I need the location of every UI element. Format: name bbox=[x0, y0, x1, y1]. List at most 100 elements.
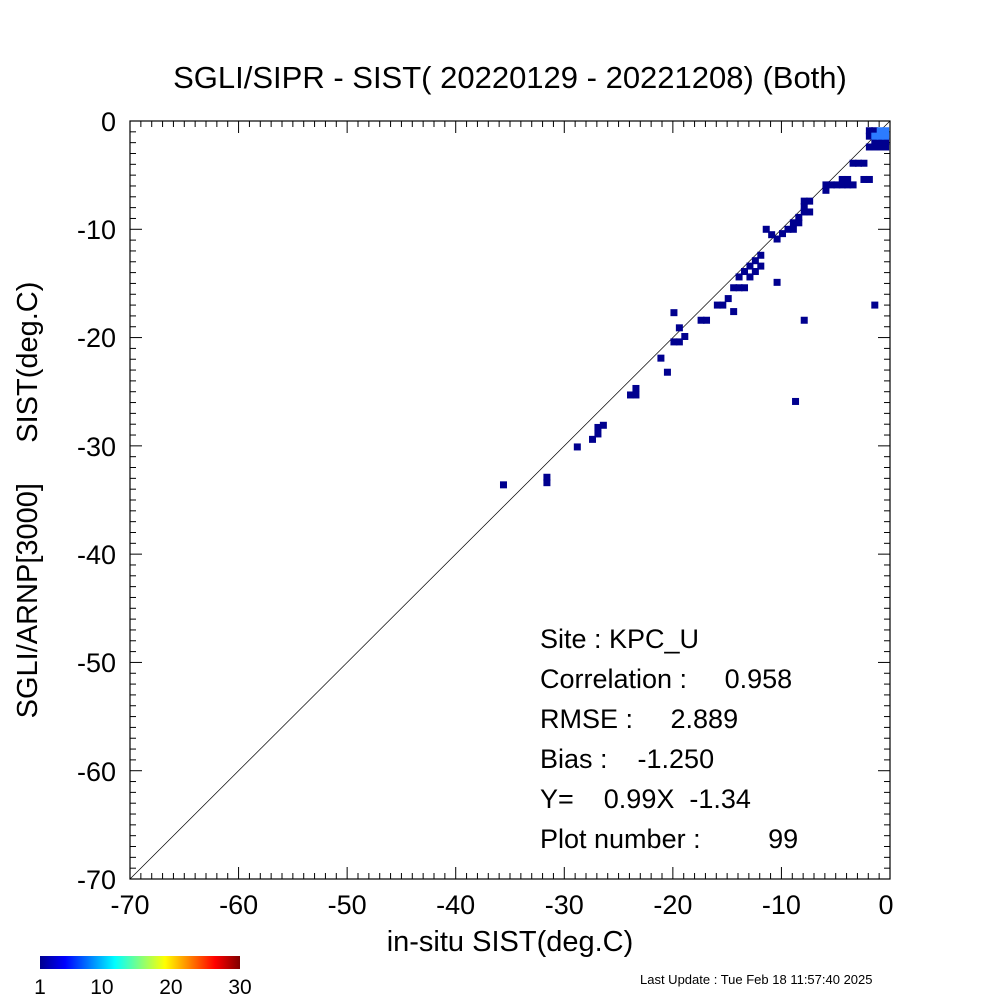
data-point bbox=[768, 231, 776, 239]
y-tick-label: 0 bbox=[101, 107, 116, 137]
x-tick-label: 0 bbox=[878, 890, 893, 920]
colorbar-swatch bbox=[40, 956, 240, 969]
major-ticks bbox=[129, 120, 891, 880]
data-point bbox=[746, 273, 754, 281]
data-point bbox=[795, 213, 803, 221]
data-point bbox=[871, 138, 879, 146]
data-point bbox=[594, 430, 602, 438]
data-point bbox=[499, 481, 507, 489]
stat-correlation: Correlation : 0.958 bbox=[540, 664, 792, 694]
data-point bbox=[871, 143, 879, 151]
data-point bbox=[757, 262, 765, 270]
data-point bbox=[789, 219, 797, 227]
data-point bbox=[675, 324, 683, 332]
data-point bbox=[882, 143, 890, 151]
y-axis-title: SGLI/ARNP[3000] SIST(deg.C) bbox=[12, 282, 44, 719]
x-axis-title: in-situ SIST(deg.C) bbox=[387, 926, 634, 958]
x-tick-label: -60 bbox=[219, 890, 258, 920]
y-tick-label: -70 bbox=[77, 865, 116, 895]
data-point bbox=[735, 273, 743, 281]
data-point bbox=[735, 284, 743, 292]
data-point bbox=[849, 181, 857, 189]
data-point bbox=[675, 338, 683, 346]
data-point bbox=[627, 391, 635, 399]
data-point bbox=[800, 203, 808, 211]
data-point bbox=[657, 354, 665, 362]
data-point bbox=[822, 181, 830, 189]
data-point bbox=[800, 197, 808, 205]
data-point bbox=[865, 175, 873, 183]
data-points bbox=[499, 127, 890, 489]
stat-bias: Bias : -1.250 bbox=[540, 744, 714, 774]
data-point bbox=[876, 138, 884, 146]
data-point bbox=[724, 295, 732, 303]
data-point bbox=[865, 143, 873, 151]
data-point bbox=[543, 473, 551, 481]
data-point-dense bbox=[876, 132, 884, 140]
last-update-text: Last Update : Tue Feb 18 11:57:40 2025 bbox=[640, 972, 873, 987]
colorbar: 1 10 20 30 bbox=[34, 956, 252, 999]
data-point bbox=[784, 225, 792, 233]
data-point bbox=[632, 384, 640, 392]
data-point bbox=[751, 257, 759, 265]
data-point bbox=[632, 391, 640, 399]
data-point bbox=[827, 181, 835, 189]
one-to-one-line bbox=[129, 120, 891, 880]
stat-site: Site : KPC_U bbox=[540, 624, 699, 654]
data-point bbox=[730, 308, 738, 316]
x-tick-label: -10 bbox=[762, 890, 801, 920]
data-point bbox=[773, 235, 781, 243]
y-tick-label: -40 bbox=[77, 540, 116, 570]
stats-box: Site : KPC_U Correlation : 0.958 RMSE : … bbox=[540, 624, 798, 854]
data-point bbox=[844, 181, 852, 189]
y-tick-label: -10 bbox=[77, 215, 116, 245]
colorbar-label: 30 bbox=[228, 976, 251, 999]
x-tick-label: -30 bbox=[545, 890, 584, 920]
data-point bbox=[792, 397, 800, 405]
data-point bbox=[871, 127, 879, 135]
data-point bbox=[762, 225, 770, 233]
data-point bbox=[663, 368, 671, 376]
data-point bbox=[741, 268, 749, 276]
data-point bbox=[855, 159, 863, 167]
data-point bbox=[589, 435, 597, 443]
y-tick-label: -50 bbox=[77, 648, 116, 678]
data-point bbox=[713, 301, 721, 309]
data-point bbox=[599, 421, 607, 429]
data-point bbox=[860, 175, 868, 183]
data-point bbox=[746, 262, 754, 270]
data-point bbox=[773, 278, 781, 286]
data-point bbox=[865, 127, 873, 135]
x-tick-label: -40 bbox=[436, 890, 475, 920]
data-point bbox=[849, 159, 857, 167]
data-point-dense bbox=[882, 127, 890, 135]
data-point bbox=[838, 181, 846, 189]
data-point bbox=[882, 138, 890, 146]
data-point bbox=[871, 301, 879, 309]
chart-title: SGLI/SIPR - SIST( 20220129 - 20221208) (… bbox=[173, 60, 847, 95]
data-point bbox=[838, 175, 846, 183]
data-point bbox=[800, 316, 808, 324]
data-point bbox=[806, 197, 814, 205]
data-point bbox=[844, 175, 852, 183]
stat-rmse: RMSE : 2.889 bbox=[540, 704, 738, 734]
stat-regression: Y= 0.99X -1.34 bbox=[540, 784, 751, 814]
data-point bbox=[719, 301, 727, 309]
x-axis: -70 -60 -50 -40 -30 -20 -10 0 in-situ SI… bbox=[110, 890, 893, 958]
data-point-dense bbox=[882, 132, 890, 140]
data-point bbox=[789, 225, 797, 233]
x-tick-label: -20 bbox=[653, 890, 692, 920]
data-point bbox=[860, 159, 868, 167]
data-point bbox=[876, 143, 884, 151]
data-point bbox=[795, 219, 803, 227]
data-point bbox=[697, 316, 705, 324]
data-point bbox=[670, 338, 678, 346]
data-point bbox=[543, 479, 551, 487]
data-point bbox=[751, 268, 759, 276]
y-tick-label: -20 bbox=[77, 323, 116, 353]
data-point bbox=[779, 230, 787, 238]
data-point bbox=[670, 309, 678, 317]
data-point bbox=[865, 132, 873, 140]
colorbar-label: 10 bbox=[90, 976, 113, 999]
data-point bbox=[703, 316, 711, 324]
